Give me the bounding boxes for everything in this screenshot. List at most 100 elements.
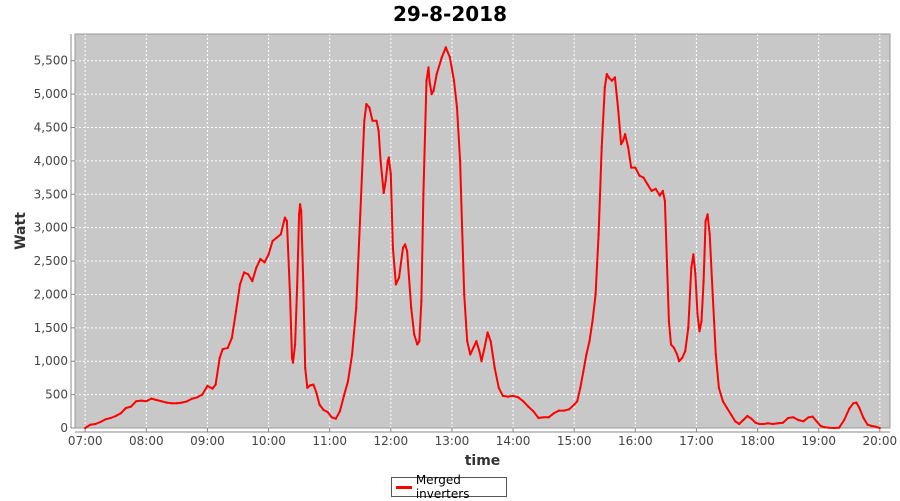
data-point <box>386 159 389 162</box>
data-point <box>201 393 204 396</box>
data-point <box>304 366 307 369</box>
data-point <box>721 400 725 403</box>
data-point <box>218 356 221 359</box>
data-point <box>425 79 428 82</box>
data-point <box>387 156 390 159</box>
data-point <box>497 386 500 389</box>
data-point <box>422 193 425 196</box>
data-point <box>687 326 690 329</box>
data-point <box>852 402 855 405</box>
data-point <box>738 422 741 426</box>
data-point <box>300 209 303 213</box>
data-point <box>448 56 451 59</box>
data-point <box>416 343 419 346</box>
y-tick-label: 3,000 <box>34 221 68 235</box>
data-point <box>368 106 371 109</box>
data-point <box>616 106 620 109</box>
data-point <box>610 79 614 82</box>
y-tick-label: 1,500 <box>34 321 68 335</box>
data-point <box>291 361 295 364</box>
y-tick-label: 500 <box>45 388 68 402</box>
data-point <box>658 194 661 197</box>
data-point <box>594 293 597 296</box>
data-point <box>591 320 594 323</box>
data-point <box>326 410 329 414</box>
data-point <box>444 46 447 49</box>
data-point <box>238 283 242 286</box>
data-point <box>478 350 481 353</box>
y-tick-label: 0 <box>60 421 68 435</box>
data-point <box>418 340 421 343</box>
data-point <box>696 313 699 316</box>
data-point <box>862 416 865 420</box>
data-point <box>638 174 641 177</box>
data-point <box>827 426 831 429</box>
data-point <box>527 405 530 408</box>
data-point <box>221 348 224 351</box>
x-tick-label: 18:00 <box>740 434 775 448</box>
data-point <box>346 380 350 383</box>
data-point <box>155 398 158 402</box>
data-point <box>234 310 238 313</box>
data-point <box>480 360 483 363</box>
data-point <box>299 203 302 206</box>
data-point <box>255 266 258 269</box>
data-point <box>288 293 292 296</box>
x-tick-label: 11:00 <box>312 434 347 448</box>
data-point <box>819 424 822 428</box>
data-point <box>469 353 472 356</box>
data-point <box>379 159 382 162</box>
axes <box>70 33 891 433</box>
data-point <box>296 286 299 289</box>
data-point <box>150 397 153 400</box>
x-tick-label: 16:00 <box>618 434 653 448</box>
data-point <box>226 346 229 349</box>
data-point <box>568 408 571 411</box>
data-point <box>874 425 877 428</box>
data-point <box>342 394 345 397</box>
data-point <box>624 133 627 136</box>
data-point <box>145 400 148 403</box>
data-point <box>585 353 588 356</box>
data-point <box>717 386 721 389</box>
data-point <box>413 333 416 336</box>
data-point <box>160 400 163 403</box>
data-point <box>562 409 566 412</box>
data-point <box>267 253 270 256</box>
data-point <box>371 119 374 122</box>
data-point <box>582 370 585 373</box>
data-point <box>654 187 657 190</box>
data-point <box>430 93 433 96</box>
data-point <box>690 266 693 269</box>
data-point <box>312 383 315 386</box>
data-point <box>597 233 600 236</box>
data-point <box>866 423 869 426</box>
data-point <box>279 233 282 236</box>
data-point <box>338 410 341 413</box>
data-point <box>486 331 489 334</box>
data-point <box>294 343 297 346</box>
data-point <box>472 346 475 349</box>
data-point <box>461 226 464 229</box>
data-point <box>180 401 184 404</box>
data-point <box>397 276 401 279</box>
data-point <box>627 146 630 149</box>
data-point <box>702 280 705 283</box>
data-point <box>797 418 800 422</box>
data-point <box>196 396 199 399</box>
data-point <box>708 233 711 236</box>
x-tick-label: 17:00 <box>679 434 714 448</box>
data-point <box>99 420 102 424</box>
data-point <box>807 416 810 419</box>
data-point <box>404 243 407 246</box>
data-point <box>493 366 496 369</box>
data-point <box>537 416 540 420</box>
data-point <box>214 383 217 386</box>
data-point <box>714 353 717 356</box>
data-point <box>730 413 733 416</box>
x-tick-label: 12:00 <box>374 434 409 448</box>
data-point <box>389 173 392 176</box>
data-point <box>642 176 645 179</box>
data-point <box>766 422 769 425</box>
data-point <box>613 76 617 79</box>
